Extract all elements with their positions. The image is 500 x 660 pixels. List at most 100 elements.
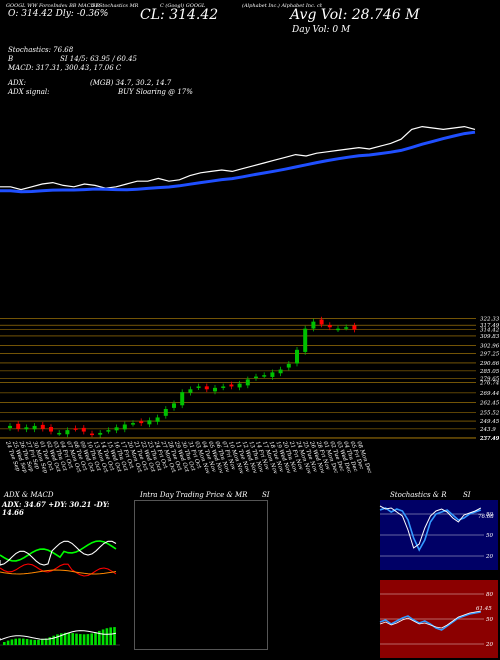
- candle-body: [237, 383, 242, 388]
- macd-bar: [56, 634, 59, 645]
- macd-bar: [67, 632, 71, 645]
- macd-bar: [63, 632, 67, 645]
- macd-bar: [79, 634, 82, 645]
- price-ma-chart: [0, 125, 476, 194]
- stoch-k-line: [379, 505, 482, 549]
- moving-average-line: [0, 130, 476, 194]
- candle-body: [336, 328, 340, 331]
- candle-body: [32, 425, 37, 430]
- adx-signal-label: ADX signal:: [8, 88, 50, 96]
- macd-bar: [37, 639, 40, 645]
- rsi-tick-label: 80: [486, 592, 493, 598]
- macd-bar: [98, 630, 101, 645]
- adx-signal-value: BUY Sloaring @ 17%: [118, 88, 193, 96]
- macd-bar: [14, 638, 17, 645]
- candle-body: [319, 319, 324, 325]
- rsi-tick-label: 20: [485, 642, 493, 648]
- candle-body: [147, 420, 152, 425]
- stoch-panel-title: Stochastics & R: [390, 491, 447, 499]
- day-volume: Day Vol: 0 M: [292, 25, 351, 35]
- header-line2-left: O: 314.42 Dly: -0.36%: [8, 9, 109, 19]
- macd-bar: [75, 633, 78, 645]
- header-col3: C (Googl) GOOGL: [160, 3, 206, 9]
- candle-body: [57, 432, 62, 435]
- candle-body: [16, 423, 21, 429]
- header-col2: SI Stochastics MR: [92, 3, 139, 9]
- si-readout: SI 14/5: 63.95 / 60.45: [60, 55, 137, 63]
- macd-bar: [10, 639, 14, 645]
- candle-body: [270, 372, 275, 377]
- avg-volume: Avg Vol: 28.746 M: [290, 7, 420, 23]
- candle-body: [8, 425, 12, 429]
- price-tick-label: 285.05: [479, 369, 500, 375]
- stoch-marker-label: 76.68: [478, 514, 494, 520]
- candle-body: [245, 379, 250, 386]
- candle-body: [131, 423, 135, 425]
- adx-readout: ADX: 34.67 +DY: 30.21 -DY: 14.66: [2, 500, 110, 517]
- candle-body: [90, 433, 94, 436]
- candle-body: [155, 417, 160, 422]
- intraday-panel-title: Intra Day Trading Price & MR: [140, 491, 248, 499]
- price-tick-label: 262.45: [479, 401, 500, 407]
- macd-bar: [25, 639, 29, 645]
- candle-body: [122, 424, 127, 430]
- candle-body: [229, 384, 234, 387]
- price-tick-label: 276.74: [479, 381, 500, 387]
- candle-body: [213, 387, 217, 392]
- candle-body: [81, 427, 86, 432]
- price-tick-label: 302.96: [480, 344, 500, 350]
- macd-bar: [86, 634, 90, 645]
- header-col1: GOOGL WW ForceIndex BB MACD B: [6, 3, 100, 9]
- macd-bar: [52, 635, 55, 645]
- candle-body: [352, 325, 357, 330]
- macd-bar: [101, 629, 105, 645]
- header-col4: (Alphabet Inc.) Alphabet Inc. charts: [242, 3, 322, 9]
- adx-signal-line: [0, 569, 117, 575]
- macd-bar: [113, 627, 116, 645]
- stoch-si-label: SI: [463, 491, 471, 499]
- price-line: [0, 125, 476, 191]
- price-tick-label: 314.42: [480, 327, 500, 333]
- candle-body: [188, 389, 193, 393]
- macd-bar: [109, 627, 112, 645]
- price-tick-label: 322.33: [480, 316, 500, 322]
- candle-body: [139, 421, 144, 424]
- macd-bar: [60, 633, 63, 645]
- intraday-si-label: SI: [262, 491, 270, 499]
- candle-body: [344, 327, 349, 329]
- candle-body: [49, 427, 53, 432]
- macd-bar: [3, 642, 6, 645]
- intraday-panel: [134, 500, 268, 650]
- candle-body: [98, 432, 103, 435]
- candle-body: [196, 386, 201, 388]
- candle-body: [327, 325, 332, 328]
- price-tick-label: 269.44: [479, 391, 500, 397]
- stoch-d-line: [379, 507, 482, 552]
- close-readout: CL: 314.42: [140, 7, 219, 23]
- stoch-tick-label: 80: [486, 512, 493, 518]
- candle-body: [278, 369, 283, 374]
- price-tick-label: 249.45: [479, 419, 500, 425]
- candle-body: [303, 328, 308, 352]
- price-tick-label: 309.83: [480, 334, 500, 340]
- macd-bar: [29, 639, 33, 645]
- stoch-tick-label: 50: [486, 533, 493, 539]
- candle-body: [286, 363, 291, 368]
- candle-body: [221, 386, 226, 388]
- rsi-panel: 80 50 20 61.45: [379, 580, 498, 658]
- macd-bar: [22, 638, 25, 645]
- candle-body: [65, 430, 70, 435]
- candle-body: [106, 430, 111, 432]
- price-tick-label: 255.52: [479, 410, 500, 416]
- stoch-panel: 80 50 20 76.68: [379, 500, 498, 570]
- stoch-tick-label: 20: [485, 554, 493, 560]
- candle-body: [163, 409, 168, 416]
- stochastics-readout: Stochastics: 76.68: [8, 46, 74, 54]
- candle-body: [204, 386, 209, 390]
- macd-bar: [105, 628, 109, 645]
- macd-line: [0, 630, 117, 641]
- macd-bar: [33, 639, 36, 645]
- candle-body: [295, 349, 299, 364]
- price-tick-label: 237.49: [479, 436, 500, 442]
